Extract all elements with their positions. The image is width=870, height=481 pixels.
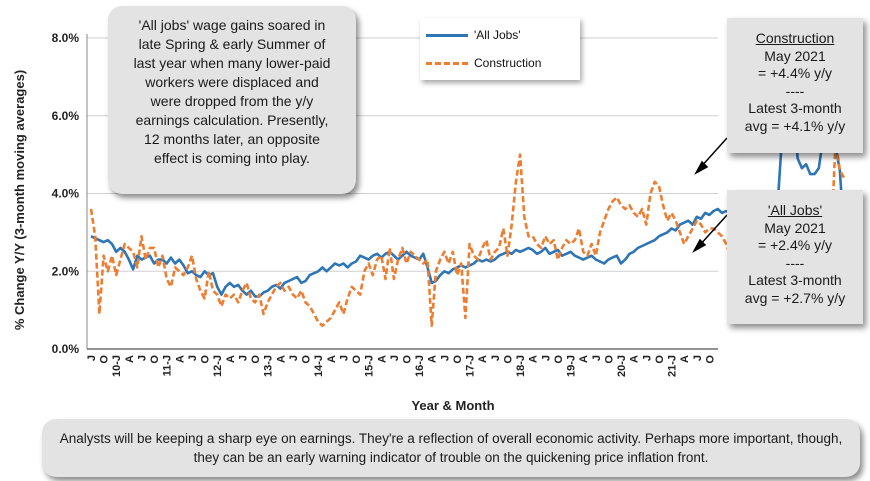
x-tick-label: 19-J: [566, 355, 578, 377]
x-tick-label: 15-J: [364, 355, 376, 377]
x-tick-label: J: [86, 355, 98, 361]
y-axis: 0.0% 2.0% 4.0% 6.0% 8.0%: [52, 31, 80, 356]
wage-gains-callout-text: 'All jobs' wage gains soared in late Spr…: [133, 17, 331, 166]
x-tick-label: J: [288, 355, 300, 361]
footer-note: Analysts will be keeping a sharp eye on …: [42, 419, 860, 477]
legend-item-construction: Construction: [426, 56, 541, 70]
x-tick-label: A: [225, 355, 237, 363]
alljobs-callout-title: 'All Jobs': [767, 202, 823, 218]
x-tick-label: A: [629, 355, 641, 363]
x-tick-label: A: [174, 355, 186, 363]
y-tick-label: 0.0%: [52, 342, 80, 356]
x-tick-label: A: [578, 355, 590, 363]
x-tick-label: O: [351, 355, 363, 364]
x-tick-label: J: [389, 355, 401, 361]
x-tick-label: 14-J: [313, 355, 325, 377]
x-tick-label: 20-J: [616, 355, 628, 377]
x-tick-label: J: [136, 355, 148, 361]
callout-arrows: [692, 137, 728, 253]
x-tick-label: O: [502, 355, 514, 364]
x-tick-label: A: [679, 355, 691, 363]
x-tick-label: O: [452, 355, 464, 364]
x-tick-label: 11-J: [162, 355, 174, 376]
x-tick-label: 16-J: [414, 355, 426, 377]
x-tick-label: O: [603, 355, 615, 364]
y-axis-title: % Change Y/Y (3-month moving averages): [12, 70, 27, 330]
y-tick-label: 6.0%: [52, 109, 80, 123]
series-line-construction: [89, 137, 846, 328]
x-tick-label: 18-J: [515, 355, 527, 377]
x-tick-label: O: [704, 355, 716, 364]
x-tick-label: O: [402, 355, 414, 364]
x-tick-label: O: [200, 355, 212, 364]
y-tick-label: 8.0%: [52, 31, 80, 45]
x-tick-label: A: [427, 355, 439, 363]
x-tick-label: 10-J: [111, 355, 123, 377]
y-tick-label: 2.0%: [52, 264, 80, 278]
alljobs-arrow: [698, 214, 728, 247]
x-tick-label: J: [187, 355, 199, 361]
x-tick-label: J: [490, 355, 502, 361]
x-tick-label: J: [338, 355, 350, 361]
x-tick-label: 21-J: [667, 355, 679, 377]
alljobs-callout-body: May 2021 = +2.4% y/y ---- Latest 3-month…: [744, 219, 846, 306]
legend-swatch-all-jobs: [426, 34, 468, 38]
construction-callout: Construction May 2021 = +4.4% y/y ---- L…: [727, 18, 863, 153]
x-tick-label: 13-J: [263, 355, 275, 377]
alljobs-callout: 'All Jobs' May 2021 = +2.4% y/y ---- Lat…: [727, 190, 863, 324]
x-tick-label: J: [439, 355, 451, 361]
x-tick-label: J: [237, 355, 249, 361]
construction-arrow: [699, 137, 728, 169]
x-tick-label: A: [326, 355, 338, 363]
legend-label-all-jobs: 'All Jobs': [474, 28, 521, 42]
x-tick-label: O: [553, 355, 565, 364]
legend-label-construction: Construction: [474, 56, 542, 70]
x-tick-label: A: [528, 355, 540, 363]
legend-item-all-jobs: 'All Jobs': [426, 28, 521, 42]
x-tick-label: O: [149, 355, 161, 364]
construction-arrowhead: [694, 160, 709, 175]
alljobs-arrowhead: [692, 238, 707, 253]
x-tick-label: J: [540, 355, 552, 361]
x-tick-label: J: [692, 355, 704, 361]
x-tick-label: O: [654, 355, 666, 364]
x-tick-label: 17-J: [465, 355, 477, 377]
chart-legend: 'All Jobs' Construction: [420, 18, 580, 80]
x-tick-label: J: [591, 355, 603, 361]
legend-swatch-construction: [426, 62, 468, 66]
x-tick-label: A: [275, 355, 287, 363]
x-axis-title: Year & Month: [411, 398, 494, 413]
x-tick-label: A: [477, 355, 489, 363]
x-tick-label: J: [641, 355, 653, 361]
x-axis: J O 10-J A J O 11-J A J O 12-J A J O 13-J A J O 14-J A J O 15-…: [86, 355, 716, 377]
footer-note-text: Analysts will be keeping a sharp eye on …: [59, 431, 843, 465]
construction-callout-title: Construction: [755, 30, 835, 46]
x-tick-label: A: [124, 355, 136, 363]
x-tick-label: O: [250, 355, 262, 364]
y-tick-label: 4.0%: [52, 187, 80, 201]
x-tick-label: O: [301, 355, 313, 364]
construction-callout-body: May 2021 = +4.4% y/y ---- Latest 3-month…: [744, 47, 846, 134]
x-tick-label: 12-J: [212, 355, 224, 377]
x-tick-label: O: [99, 355, 111, 364]
x-tick-label: A: [376, 355, 388, 363]
wage-gains-callout: 'All jobs' wage gains soared in late Spr…: [108, 6, 356, 194]
